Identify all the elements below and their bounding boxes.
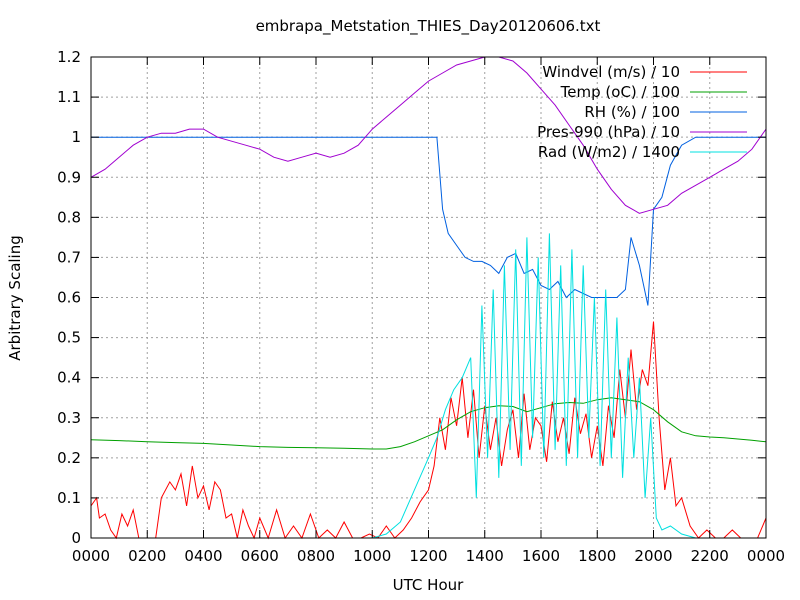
- legend-label: Pres-990 (hPa) / 10: [537, 123, 680, 141]
- y-tick-label: 0.9: [57, 168, 81, 186]
- x-tick-label: 1000: [353, 547, 391, 565]
- y-axis-label: Arbitrary Scaling: [6, 235, 24, 361]
- y-tick-label: 0.5: [57, 329, 81, 347]
- axis-ticks: 0 0.1 0.2 0.3 0.4 0.5 0.6 0.7 0.8 0.9 1 1.1 1.2 0000 0…: [57, 48, 785, 565]
- x-tick-label: 0000: [747, 547, 785, 565]
- x-axis-label: UTC Hour: [393, 576, 464, 594]
- y-tick-label: 0.1: [57, 489, 81, 507]
- series-line-4: [90, 56, 767, 214]
- x-tick-label: 0400: [184, 547, 222, 565]
- y-tick-label: 0.2: [57, 449, 81, 467]
- y-tick-label: 0.3: [57, 409, 81, 427]
- legend-label: Rad (W/m2) / 1400: [538, 143, 680, 161]
- legend-label: RH (%) / 100: [584, 103, 680, 121]
- y-tick-label: 1.2: [57, 48, 81, 66]
- y-tick-label: 0.7: [57, 248, 81, 266]
- x-tick-label: 0800: [297, 547, 335, 565]
- x-tick-label: 2200: [691, 547, 729, 565]
- series-layer: [90, 56, 767, 540]
- series-line-1: [90, 321, 767, 540]
- x-tick-label: 2000: [634, 547, 672, 565]
- y-tick-label: 0.8: [57, 208, 81, 226]
- y-tick-label: 1.1: [57, 88, 81, 106]
- x-tick-label: 0200: [128, 547, 166, 565]
- y-tick-label: 0.4: [57, 369, 81, 387]
- series-line-3: [91, 136, 766, 306]
- series-line-2: [90, 397, 767, 450]
- chart-title: embrapa_Metstation_THIES_Day20120606.txt: [256, 17, 601, 36]
- x-tick-label: 1400: [466, 547, 504, 565]
- x-tick-label: 0000: [72, 547, 110, 565]
- y-tick-label: 1: [71, 128, 81, 146]
- y-tick-label: 0: [71, 529, 81, 547]
- y-tick-label: 0.6: [57, 289, 81, 307]
- x-tick-label: 1800: [578, 547, 616, 565]
- x-tick-label: 1200: [409, 547, 447, 565]
- x-tick-label: 0600: [241, 547, 279, 565]
- legend-label: Windvel (m/s) / 10: [542, 63, 680, 81]
- x-tick-label: 1600: [522, 547, 560, 565]
- series-line-5: [91, 233, 766, 539]
- legend: Windvel (m/s) / 10 Temp (oC) / 100 RH (%) …: [537, 63, 747, 161]
- legend-label: Temp (oC) / 100: [560, 83, 680, 101]
